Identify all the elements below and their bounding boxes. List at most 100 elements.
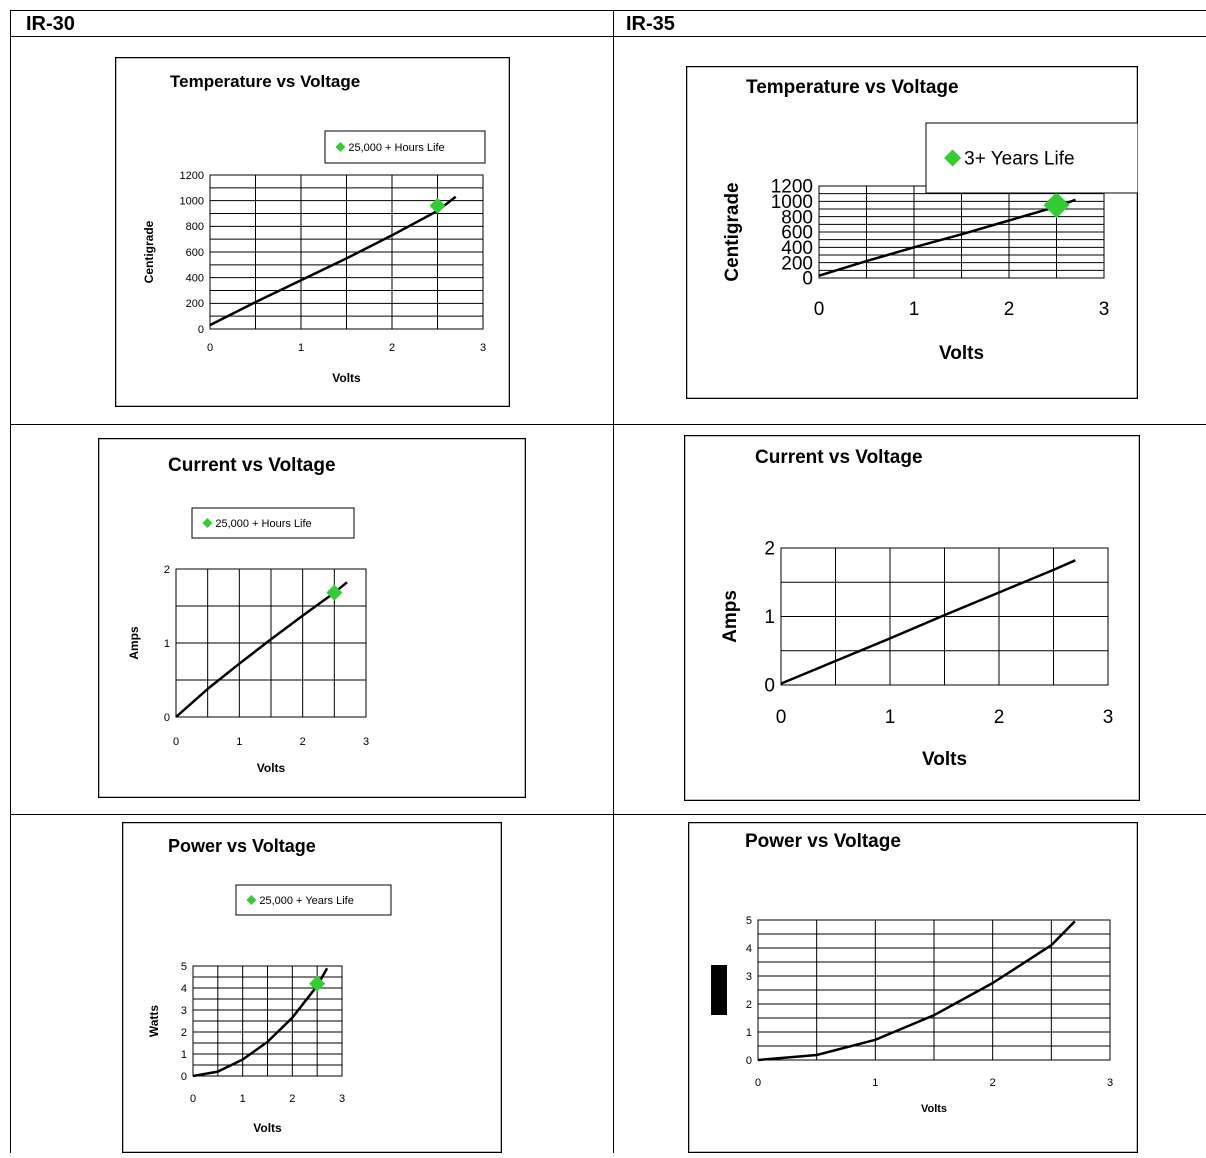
x-tick-label: 3 [480,342,486,354]
series-line [757,920,1076,1062]
y-tick-label: 200 [781,253,813,274]
plot-area [780,547,1109,686]
y-tick-label: 2 [164,564,170,576]
y-tick-label: 3 [746,971,752,983]
y-tick-label: 0 [746,1055,752,1067]
y-tick-label: 1 [764,607,775,628]
y-tick-label: 400 [186,273,204,285]
y-tick-label: 0 [164,712,170,724]
x-tick-label: 3 [1107,1077,1113,1089]
y-axis-label-block [711,965,727,1015]
x-tick-label: 1 [236,736,242,748]
column-header-ir30: IR-30 [26,13,75,35]
chart-title: Power vs Voltage [168,836,316,856]
chart-title: Temperature vs Voltage [170,72,360,91]
plot-area [757,919,1111,1061]
legend-label: 25,000 + Hours Life [348,142,444,154]
chart-ir35-current: Current vs Voltage 0 1 2 0 1 2 3 Volts Amps [683,434,1141,802]
y-tick-label: 2 [181,1027,187,1039]
x-tick-label: 1 [240,1093,246,1105]
x-tick-label: 0 [776,707,787,728]
y-tick-label: 5 [181,961,187,973]
x-tick-label: 0 [814,299,825,320]
y-tick-label: 0 [198,324,204,336]
y-tick-label: 0 [181,1071,187,1083]
y-tick-label: 1000 [180,196,204,208]
y-tick-label: 1200 [180,170,204,182]
x-axis-label: Volts [332,371,361,385]
data-marker [309,975,326,992]
x-tick-label: 2 [389,342,395,354]
plot-area [209,174,484,330]
table-rule-row2 [10,814,1206,815]
chart-title: Current vs Voltage [168,455,336,476]
y-tick-label: 600 [781,223,813,244]
chart-frame [114,56,511,408]
y-tick-label: 1 [746,1027,752,1039]
y-tick-label: 3 [181,1005,187,1017]
y-tick-label: 600 [186,247,204,259]
chart-title: Power vs Voltage [745,831,901,852]
x-tick-label: 0 [173,736,179,748]
y-tick-label: 1 [164,638,170,650]
y-tick-label: 0 [802,269,813,290]
legend-box [925,122,1139,194]
y-tick-label: 4 [181,983,187,995]
chart-frame [687,821,1139,1154]
x-tick-label: 2 [994,707,1005,728]
y-tick-label: 400 [781,238,813,259]
data-marker [429,197,446,214]
y-axis-label: Amps [127,626,141,660]
chart-frame [683,434,1141,802]
y-tick-label: 800 [781,207,813,228]
chart-frame [97,437,527,799]
table-rule-row1 [10,424,1206,425]
y-tick-label: 5 [746,915,752,927]
table-rule-left [10,10,11,1153]
x-tick-label: 0 [190,1093,196,1105]
chart-ir30-power: Power vs Voltage 0 1 2 3 4 5 0 1 2 3 Volts Watts 25,0… [121,821,503,1154]
x-axis-label: Volts [939,343,984,364]
chart-ir30-temperature: Temperature vs Voltage 0 200 400 600 800 1000 1… [114,56,511,408]
legend-label: 25,000 + Years Life [259,895,354,907]
x-tick-label: 1 [872,1077,878,1089]
y-tick-label: 1 [181,1049,187,1061]
y-tick-label: 4 [746,943,752,955]
x-tick-label: 1 [298,342,304,354]
y-tick-label: 1000 [771,192,813,213]
y-axis-label: Watts [147,1005,161,1038]
x-axis-label: Volts [253,1121,282,1135]
x-tick-label: 2 [990,1077,996,1089]
legend-marker [944,149,962,167]
legend-marker [202,518,213,528]
x-tick-label: 2 [300,736,306,748]
y-axis-label: Amps [720,590,741,643]
chart-title: Temperature vs Voltage [746,77,959,98]
chart-title: Current vs Voltage [755,447,923,468]
table-rule-top [10,10,1206,11]
legend-box [191,507,355,539]
chart-ir35-temperature: Temperature vs Voltage 0 200 400 600 800 1000 1… [685,65,1139,400]
legend-box [235,884,392,916]
x-tick-label: 0 [755,1077,761,1089]
plot-area [175,568,367,718]
x-axis-label: Volts [257,761,286,775]
chart-ir35-power: Power vs Voltage 0 1 2 3 4 5 0 1 2 3 Volts [687,821,1139,1154]
data-marker [326,584,343,601]
legend-box [324,130,486,164]
plot-area [192,965,343,1077]
y-tick-label: 0 [764,676,775,697]
data-marker [1043,192,1070,219]
y-tick-label: 2 [764,539,775,560]
x-tick-label: 3 [1099,299,1110,320]
y-axis-label: Centigrade [722,182,743,281]
legend-label: 25,000 + Hours Life [215,518,311,530]
y-tick-label: 2 [746,999,752,1011]
x-axis-label: Volts [921,1103,947,1115]
x-tick-label: 2 [289,1093,295,1105]
x-tick-label: 3 [339,1093,345,1105]
x-tick-label: 3 [1103,707,1114,728]
x-tick-label: 1 [885,707,896,728]
x-axis-label: Volts [922,749,967,770]
